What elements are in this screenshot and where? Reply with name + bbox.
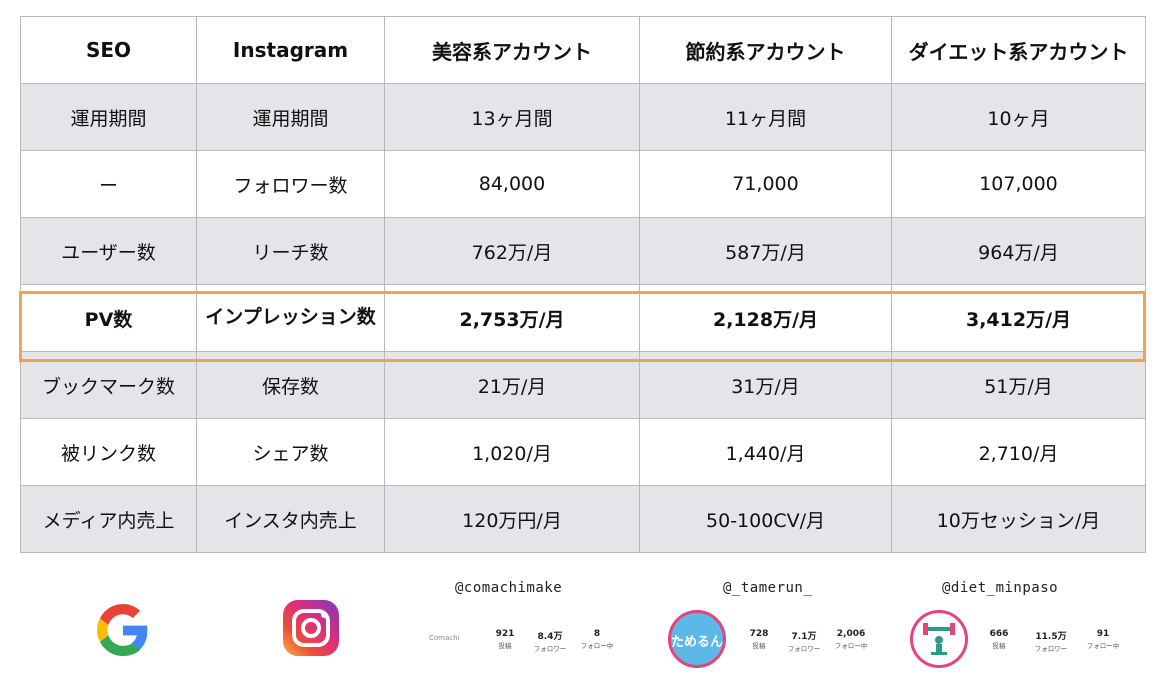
stat-number: 8.4万 xyxy=(537,632,563,642)
table-row: ユーザー数 リーチ数 762万/月 587万/月 964万/月 xyxy=(20,217,1146,285)
stat-number: 91 xyxy=(1096,629,1110,639)
stat-label: フォロー中 xyxy=(1086,642,1120,650)
table-cell: 10ヶ月 xyxy=(891,83,1146,151)
instagram-logo-icon xyxy=(283,600,339,656)
table-cell: 84,000 xyxy=(384,150,640,218)
table-cell: 120万円/月 xyxy=(384,485,640,553)
account-brand-text: Comachi xyxy=(429,634,460,642)
table-cell: リーチ数 xyxy=(196,217,385,285)
table-cell: 71,000 xyxy=(639,150,892,218)
table-cell: 587万/月 xyxy=(639,217,892,285)
footer-logos: @comachimake Comachi 921 投稿 8.4万 フォロワー 8… xyxy=(20,568,1145,683)
account-stat-following: 8 フォロー中 xyxy=(569,629,625,650)
account-stat-followers: 7.1万 フォロワー xyxy=(776,629,832,653)
table-cell: 13ヶ月間 xyxy=(384,83,640,151)
header-cell-saving: 節約系アカウント xyxy=(639,16,892,84)
table-cell: 51万/月 xyxy=(891,351,1146,419)
table-cell: 1,440/月 xyxy=(639,418,892,486)
table-cell: 保存数 xyxy=(196,351,385,419)
table-header-row: SEO Instagram 美容系アカウント 節約系アカウント ダイエット系アカ… xyxy=(20,16,1146,84)
table-row: 運用期間 運用期間 13ヶ月間 11ヶ月間 10ヶ月 xyxy=(20,83,1146,151)
table-cell: 運用期間 xyxy=(20,83,197,151)
stat-label: 投稿 xyxy=(992,642,1006,650)
table-cell: シェア数 xyxy=(196,418,385,486)
table-cell: インスタ内売上 xyxy=(196,485,385,553)
table-cell: フォロワー数 xyxy=(196,150,385,218)
account-handle: @diet_minpaso xyxy=(942,580,1059,596)
header-cell-seo: SEO xyxy=(20,16,197,84)
table-row: 被リンク数 シェア数 1,020/月 1,440/月 2,710/月 xyxy=(20,418,1146,486)
table-cell: 50-100CV/月 xyxy=(639,485,892,553)
stat-number: 7.1万 xyxy=(791,632,817,642)
stat-label: 投稿 xyxy=(498,642,512,650)
table-cell: PV数 xyxy=(20,284,197,352)
table-cell: 964万/月 xyxy=(891,217,1146,285)
stat-number: 8 xyxy=(593,629,601,639)
table-cell: ー xyxy=(20,150,197,218)
table-row-highlighted: PV数 インプレッション数 2,753万/月 2,128万/月 3,412万/月 xyxy=(20,284,1146,352)
table-cell: 2,710/月 xyxy=(891,418,1146,486)
table-cell: 31万/月 xyxy=(639,351,892,419)
account-stat-posts: 728 投稿 xyxy=(731,629,787,650)
stat-label: フォロワー xyxy=(1034,645,1068,653)
table-cell: ユーザー数 xyxy=(20,217,197,285)
table-cell: 21万/月 xyxy=(384,351,640,419)
stat-number: 11.5万 xyxy=(1035,632,1067,642)
table-cell: 10万セッション/月 xyxy=(891,485,1146,553)
stat-number: 921 xyxy=(495,629,515,639)
table-cell: 3,412万/月 xyxy=(891,284,1146,352)
account-avatar: ためるん xyxy=(668,610,726,668)
stat-label: フォロワー xyxy=(533,645,567,653)
header-cell-beauty: 美容系アカウント xyxy=(384,16,640,84)
table-cell: 2,128万/月 xyxy=(639,284,892,352)
table-cell: ブックマーク数 xyxy=(20,351,197,419)
table-cell: 11ヶ月間 xyxy=(639,83,892,151)
stat-label: フォロワー xyxy=(787,645,821,653)
table-row: ー フォロワー数 84,000 71,000 107,000 xyxy=(20,150,1146,218)
stat-number: 2,006 xyxy=(836,629,866,639)
stat-label: 投稿 xyxy=(752,642,766,650)
table-cell: 運用期間 xyxy=(196,83,385,151)
table-cell: 107,000 xyxy=(891,150,1146,218)
stat-number: 666 xyxy=(989,629,1009,639)
dumbbell-icon xyxy=(923,623,955,655)
table-cell: 2,753万/月 xyxy=(384,284,640,352)
table-cell: 762万/月 xyxy=(384,217,640,285)
google-logo-icon xyxy=(97,604,148,656)
account-stat-followers: 11.5万 フォロワー xyxy=(1023,629,1079,653)
avatar-text: ためるん xyxy=(671,635,724,650)
table-cell: メディア内売上 xyxy=(20,485,197,553)
table-cell: 1,020/月 xyxy=(384,418,640,486)
account-avatar xyxy=(910,610,968,668)
comparison-table: SEO Instagram 美容系アカウント 節約系アカウント ダイエット系アカ… xyxy=(20,16,1146,553)
header-cell-diet: ダイエット系アカウント xyxy=(891,16,1146,84)
stat-label: フォロー中 xyxy=(834,642,868,650)
account-handle: @_tamerun_ xyxy=(723,580,813,596)
table-row: ブックマーク数 保存数 21万/月 31万/月 51万/月 xyxy=(20,351,1146,419)
account-stat-followers: 8.4万 フォロワー xyxy=(522,629,578,653)
table-row: メディア内売上 インスタ内売上 120万円/月 50-100CV/月 10万セッ… xyxy=(20,485,1146,553)
account-stat-posts: 666 投稿 xyxy=(971,629,1027,650)
account-stat-following: 2,006 フォロー中 xyxy=(823,629,879,650)
account-stat-posts: 921 投稿 xyxy=(477,629,533,650)
account-handle: @comachimake xyxy=(455,580,563,596)
table-cell: インプレッション数 xyxy=(196,284,385,352)
header-cell-instagram: Instagram xyxy=(196,16,385,84)
stat-label: フォロー中 xyxy=(580,642,614,650)
table-cell: 被リンク数 xyxy=(20,418,197,486)
account-stat-following: 91 フォロー中 xyxy=(1075,629,1131,650)
stat-number: 728 xyxy=(749,629,769,639)
